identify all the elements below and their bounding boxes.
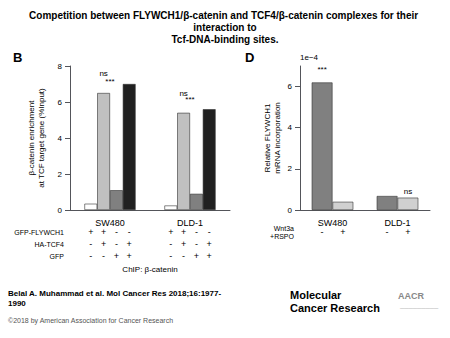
svg-text:8: 8 <box>58 62 63 71</box>
svg-text:ns: ns <box>99 69 107 78</box>
svg-text:+: + <box>101 227 106 237</box>
svg-text:-: - <box>115 227 118 237</box>
svg-text:mRNA incorporation: mRNA incorporation <box>273 102 282 174</box>
svg-text:+: + <box>207 239 212 249</box>
svg-text:-: - <box>321 227 324 237</box>
svg-text:β-catenin enrichment: β-catenin enrichment <box>27 100 36 176</box>
svg-text:©2018 by American Association: ©2018 by American Association for Cancer… <box>8 317 173 325</box>
svg-text:Wnt3a: Wnt3a <box>274 225 294 232</box>
svg-text:HA-TCF4: HA-TCF4 <box>34 241 64 248</box>
svg-text:ns: ns <box>404 187 412 196</box>
svg-text:DLD-1: DLD-1 <box>384 218 410 228</box>
svg-text:1990: 1990 <box>8 299 26 308</box>
svg-text:GFP-FLYWCH1: GFP-FLYWCH1 <box>14 229 64 236</box>
svg-text:0: 0 <box>288 206 293 215</box>
svg-text:Relative FLYWCH1: Relative FLYWCH1 <box>263 103 272 172</box>
svg-text:4: 4 <box>58 134 63 143</box>
svg-text:Molecular: Molecular <box>290 289 342 301</box>
svg-text:ns: ns <box>179 89 187 98</box>
svg-text:1e−4: 1e−4 <box>300 53 319 62</box>
svg-text:+: + <box>340 227 345 237</box>
svg-text:B: B <box>13 50 22 65</box>
svg-text:Competition between FLYWCH1/β-: Competition between FLYWCH1/β-catenin an… <box>29 10 421 21</box>
svg-text:-: - <box>386 227 389 237</box>
svg-text:+: + <box>181 227 186 237</box>
svg-text:-: - <box>195 239 198 249</box>
svg-text:-: - <box>89 239 92 249</box>
svg-text:-: - <box>208 227 211 237</box>
svg-text:-: - <box>115 239 118 249</box>
svg-text:AACR: AACR <box>398 291 424 301</box>
svg-text:-: - <box>182 251 185 261</box>
svg-text:+: + <box>101 239 106 249</box>
svg-text:6: 6 <box>58 98 63 107</box>
svg-text:+: + <box>88 227 93 237</box>
svg-text:at TCF target gene (%Input): at TCF target gene (%Input) <box>37 88 46 188</box>
svg-text:Belal A. Muhammad et al. Mol C: Belal A. Muhammad et al. Mol Cancer Res … <box>8 289 221 298</box>
svg-text:-: - <box>102 251 105 261</box>
svg-text:GFP: GFP <box>50 253 65 260</box>
svg-text:─────────: ───────── <box>399 305 439 311</box>
svg-text:-: - <box>89 251 92 261</box>
svg-text:DLD-1: DLD-1 <box>177 218 203 228</box>
svg-text:2: 2 <box>58 170 63 179</box>
svg-text:+: + <box>194 251 199 261</box>
svg-text:***: *** <box>105 77 114 86</box>
svg-text:interaction to: interaction to <box>193 22 256 33</box>
svg-text:Tcf-DNA-binding sites.: Tcf-DNA-binding sites. <box>171 34 278 45</box>
svg-text:-: - <box>128 227 131 237</box>
svg-text:+: + <box>207 251 212 261</box>
svg-text:+: + <box>114 251 119 261</box>
svg-text:0: 0 <box>58 206 63 215</box>
svg-text:-: - <box>169 251 172 261</box>
svg-text:6: 6 <box>288 82 293 91</box>
svg-text:+RSPO: +RSPO <box>270 233 294 240</box>
svg-text:+: + <box>181 239 186 249</box>
svg-text:***: *** <box>317 65 326 74</box>
svg-text:D: D <box>245 50 254 65</box>
svg-text:2: 2 <box>288 164 293 173</box>
svg-text:ChIP: β-catenin: ChIP: β-catenin <box>122 265 177 274</box>
svg-text:+: + <box>168 227 173 237</box>
svg-text:4: 4 <box>288 123 293 132</box>
svg-text:-: - <box>195 227 198 237</box>
svg-text:+: + <box>405 227 410 237</box>
svg-text:SW480: SW480 <box>95 218 125 228</box>
svg-text:-: - <box>169 239 172 249</box>
svg-text:+: + <box>127 239 132 249</box>
svg-text:SW480: SW480 <box>318 218 348 228</box>
svg-text:Cancer Research: Cancer Research <box>290 302 380 314</box>
svg-text:+: + <box>127 251 132 261</box>
